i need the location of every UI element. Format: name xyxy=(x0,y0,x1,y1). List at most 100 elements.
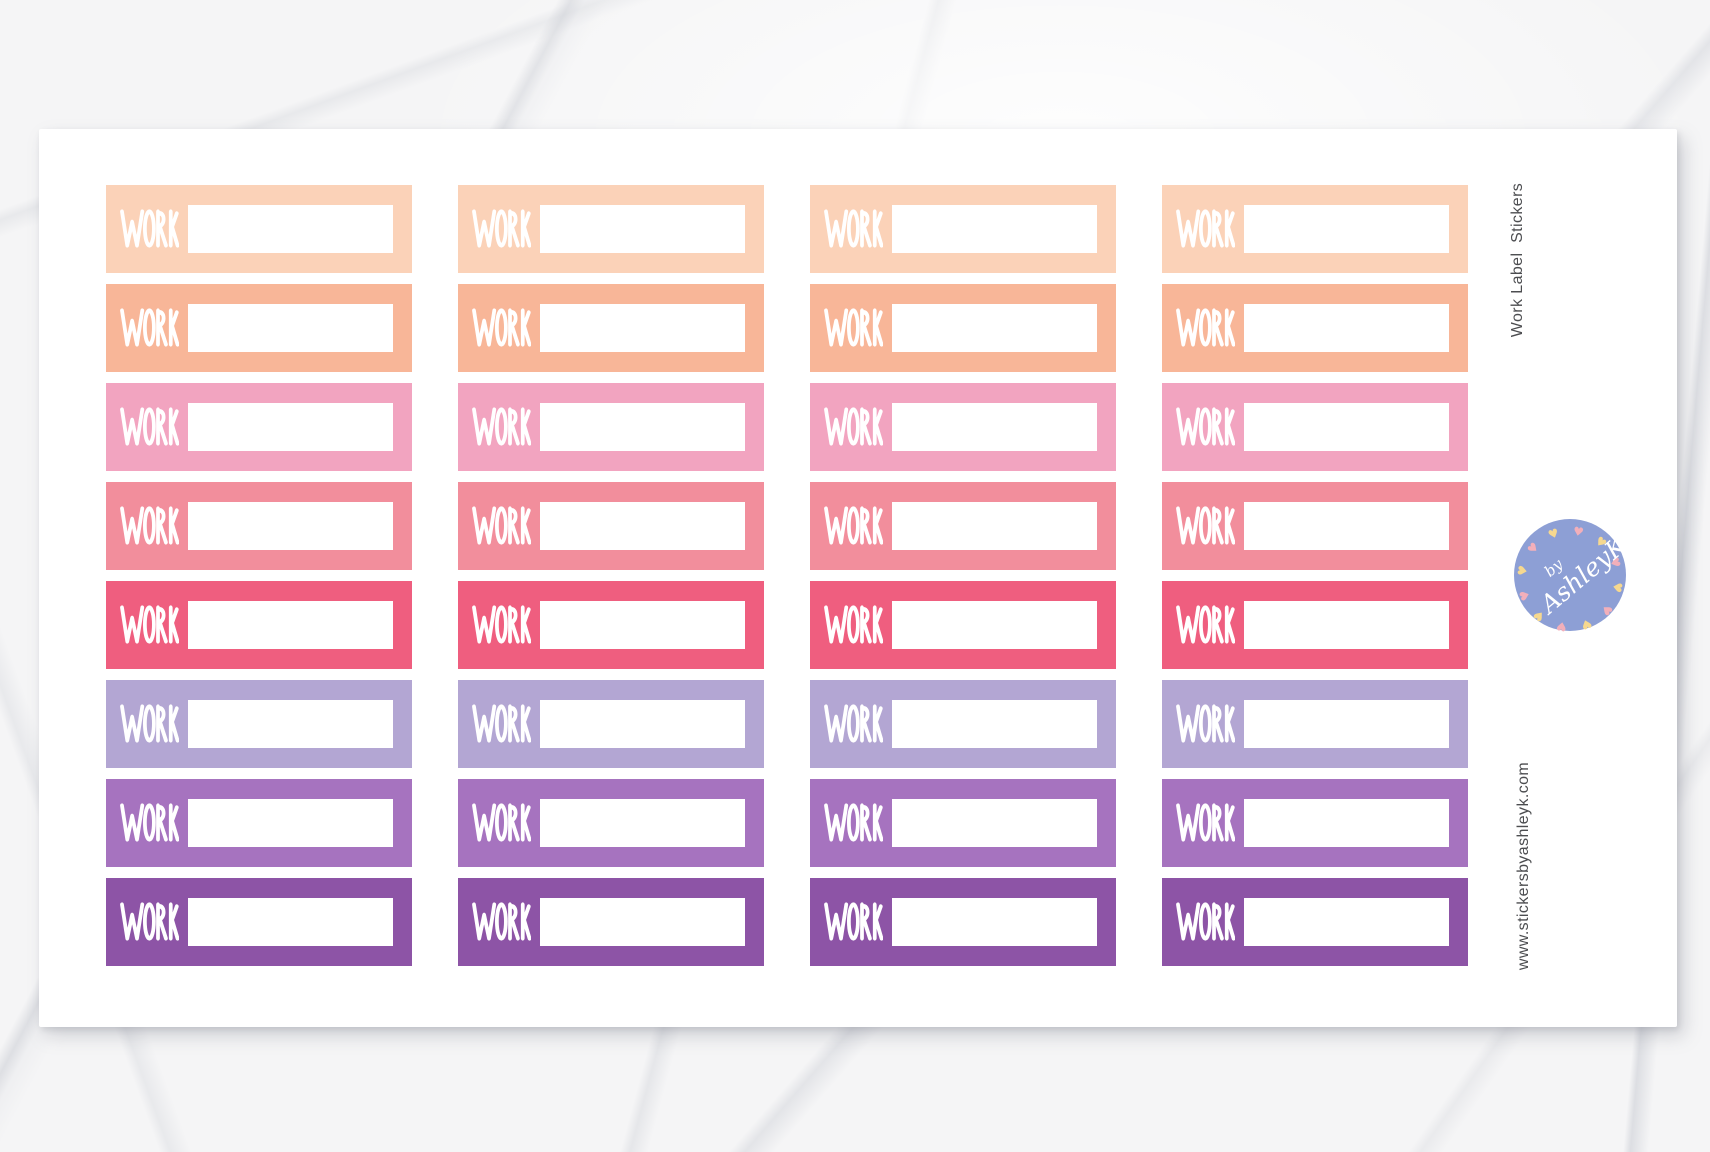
sticker-write-in-box xyxy=(188,304,393,352)
sticker-write-in-box xyxy=(540,205,745,253)
work-label-sticker xyxy=(810,779,1116,867)
work-label-sticker xyxy=(1162,383,1468,471)
sticker-write-in-box xyxy=(188,799,393,847)
heart-icon: ♥ xyxy=(1607,555,1624,570)
website-label: www.stickersbyashleyk.com xyxy=(1515,761,1532,971)
sticker-write-in-box xyxy=(540,898,745,946)
work-label-sticker xyxy=(810,185,1116,273)
sticker-write-in-box xyxy=(892,898,1097,946)
sticker-write-in-box xyxy=(1244,799,1449,847)
work-label-text xyxy=(1176,803,1235,842)
work-label-sticker xyxy=(106,878,412,966)
work-label-text xyxy=(472,803,531,842)
work-label-sticker xyxy=(1162,581,1468,669)
work-label-text xyxy=(824,308,883,347)
heart-icon: ♥ xyxy=(1579,616,1594,632)
work-label-text xyxy=(472,407,531,446)
work-label-text xyxy=(1176,407,1235,446)
work-label-text xyxy=(120,506,179,545)
work-label-sticker xyxy=(810,878,1116,966)
sticker-sheet: Work Label Stickers ♥ ♥ ♥ ♥ ♥ ♥ ♥ ♥ ♥ ♥ ♥ ♥ by Ashl… xyxy=(39,129,1677,1027)
sticker-write-in-box xyxy=(892,304,1097,352)
logo-circle xyxy=(1514,519,1626,631)
work-label-text xyxy=(824,209,883,248)
work-label-sticker xyxy=(458,878,764,966)
work-label-text xyxy=(120,308,179,347)
work-label-sticker xyxy=(1162,185,1468,273)
work-label-sticker xyxy=(1162,779,1468,867)
work-label-text xyxy=(472,506,531,545)
work-label-sticker xyxy=(106,383,412,471)
work-label-text xyxy=(120,902,179,941)
work-label-sticker xyxy=(810,680,1116,768)
work-label-sticker xyxy=(458,482,764,570)
sticker-write-in-box xyxy=(1244,502,1449,550)
sticker-write-in-box xyxy=(540,304,745,352)
sticker-write-in-box xyxy=(188,898,393,946)
sticker-write-in-box xyxy=(188,403,393,451)
work-label-text xyxy=(1176,209,1235,248)
work-label-sticker xyxy=(458,779,764,867)
sticker-write-in-box xyxy=(892,205,1097,253)
work-label-text xyxy=(120,605,179,644)
work-label-text xyxy=(472,704,531,743)
work-label-sticker xyxy=(458,185,764,273)
work-label-text xyxy=(120,407,179,446)
work-label-sticker xyxy=(106,680,412,768)
sticker-write-in-box xyxy=(540,700,745,748)
sticker-write-in-box xyxy=(1244,304,1449,352)
heart-icon: ♥ xyxy=(1555,618,1568,632)
work-label-text xyxy=(120,209,179,248)
sticker-write-in-box xyxy=(1244,700,1449,748)
work-label-sticker xyxy=(106,185,412,273)
sticker-write-in-box xyxy=(188,205,393,253)
work-label-sticker xyxy=(458,581,764,669)
sticker-write-in-box xyxy=(188,502,393,550)
work-label-sticker xyxy=(106,779,412,867)
work-label-sticker xyxy=(810,482,1116,570)
work-label-text xyxy=(472,605,531,644)
work-label-text xyxy=(120,704,179,743)
sticker-write-in-box xyxy=(892,700,1097,748)
sticker-write-in-box xyxy=(892,799,1097,847)
sticker-write-in-box xyxy=(540,799,745,847)
sticker-write-in-box xyxy=(1244,205,1449,253)
product-name-label: Work Label Stickers xyxy=(1509,182,1526,338)
work-label-sticker xyxy=(810,383,1116,471)
work-label-sticker xyxy=(810,284,1116,372)
sticker-write-in-box xyxy=(1244,898,1449,946)
sticker-write-in-box xyxy=(188,601,393,649)
work-label-text xyxy=(824,605,883,644)
work-label-sticker xyxy=(106,482,412,570)
work-label-sticker xyxy=(1162,680,1468,768)
brand-logo: ♥ ♥ ♥ ♥ ♥ ♥ ♥ ♥ ♥ ♥ ♥ ♥ by AshleyK xyxy=(1513,518,1627,632)
work-label-sticker xyxy=(458,680,764,768)
heart-icon: ♥ xyxy=(1546,525,1561,542)
work-label-text xyxy=(824,407,883,446)
work-label-text xyxy=(1176,506,1235,545)
sticker-write-in-box xyxy=(1244,601,1449,649)
work-label-text xyxy=(824,704,883,743)
work-label-text xyxy=(120,803,179,842)
work-label-text xyxy=(1176,704,1235,743)
sticker-write-in-box xyxy=(188,700,393,748)
work-label-sticker xyxy=(1162,878,1468,966)
work-label-text xyxy=(824,803,883,842)
sticker-write-in-box xyxy=(892,502,1097,550)
sticker-write-in-box xyxy=(892,601,1097,649)
work-label-sticker xyxy=(1162,284,1468,372)
heart-icon: ♥ xyxy=(1515,564,1531,577)
work-label-text xyxy=(824,506,883,545)
sticker-write-in-box xyxy=(540,403,745,451)
heart-icon: ♥ xyxy=(1572,524,1585,540)
sticker-write-in-box xyxy=(1244,403,1449,451)
sticker-write-in-box xyxy=(540,502,745,550)
work-label-sticker xyxy=(810,581,1116,669)
work-label-text xyxy=(472,902,531,941)
work-label-text xyxy=(1176,308,1235,347)
work-label-sticker xyxy=(106,284,412,372)
work-label-text xyxy=(1176,902,1235,941)
work-label-text xyxy=(1176,605,1235,644)
work-label-sticker xyxy=(458,284,764,372)
work-label-text xyxy=(472,209,531,248)
